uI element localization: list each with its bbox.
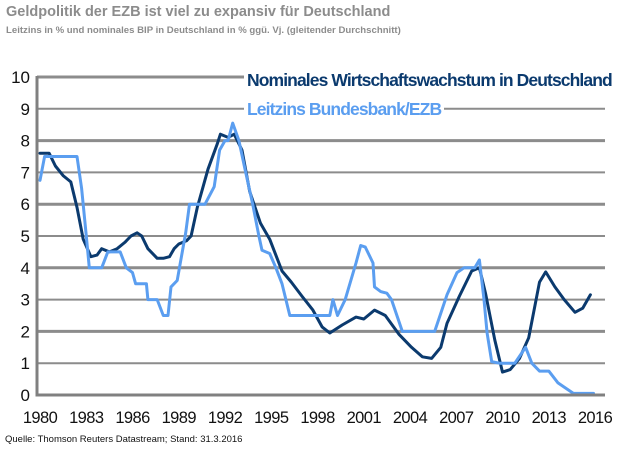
y-tick-label: 4 <box>21 259 30 278</box>
x-tick-label: 2013 <box>532 409 567 427</box>
axes <box>35 76 605 397</box>
y-tick-label: 6 <box>21 195 30 214</box>
gridlines <box>37 75 605 365</box>
source-note: Quelle: Thomson Reuters Datastream; Stan… <box>5 434 243 445</box>
x-tick-label: 2007 <box>439 409 474 427</box>
x-tick-label: 1983 <box>69 409 104 427</box>
x-axis-ticks: 1980 1983 1986 1989 1992 1995 1998 2001 2004 2007… <box>23 409 613 427</box>
legend-item-key-rate: Leitzins Bundesbank/EZB <box>247 99 441 119</box>
y-tick-label: 5 <box>21 227 30 246</box>
legend-background <box>244 97 444 121</box>
series-line-nominal-gdp <box>38 132 592 374</box>
series-line-key-rate <box>38 121 595 395</box>
y-tick-label: 9 <box>21 100 30 119</box>
chart-title: Geldpolitik der EZB ist viel zu expansiv… <box>6 4 391 20</box>
y-tick-label: 10 <box>11 68 30 87</box>
x-tick-label: 2016 <box>578 409 613 427</box>
y-tick-label: 2 <box>21 322 30 341</box>
x-tick-label: 2010 <box>485 409 520 427</box>
legend: Nominales Wirtschaftswachstum in Deutsch… <box>244 66 613 121</box>
y-tick-label: 1 <box>21 354 30 373</box>
y-tick-label: 0 <box>21 386 30 405</box>
y-tick-label: 3 <box>21 291 30 310</box>
y-tick-label: 8 <box>21 132 30 151</box>
y-tick-label: 7 <box>21 163 30 182</box>
series-lines <box>38 121 595 395</box>
x-tick-label: 1998 <box>300 409 335 427</box>
x-tick-label: 1995 <box>254 409 289 427</box>
x-tick-label: 1989 <box>162 409 197 427</box>
chart-subtitle: Leitzins in % und nominales BIP in Deuts… <box>6 25 401 36</box>
legend-item-nominal-gdp: Nominales Wirtschaftswachstum in Deutsch… <box>247 70 612 90</box>
x-tick-label: 1992 <box>208 409 243 427</box>
legend-background <box>244 66 610 94</box>
x-tick-label: 1986 <box>115 409 150 427</box>
x-tick-label: 2001 <box>347 409 382 427</box>
x-tick-label: 1980 <box>23 409 58 427</box>
y-axis-ticks: 0 1 2 3 4 5 6 7 8 9 10 <box>11 68 30 405</box>
x-tick-label: 2004 <box>393 409 428 427</box>
